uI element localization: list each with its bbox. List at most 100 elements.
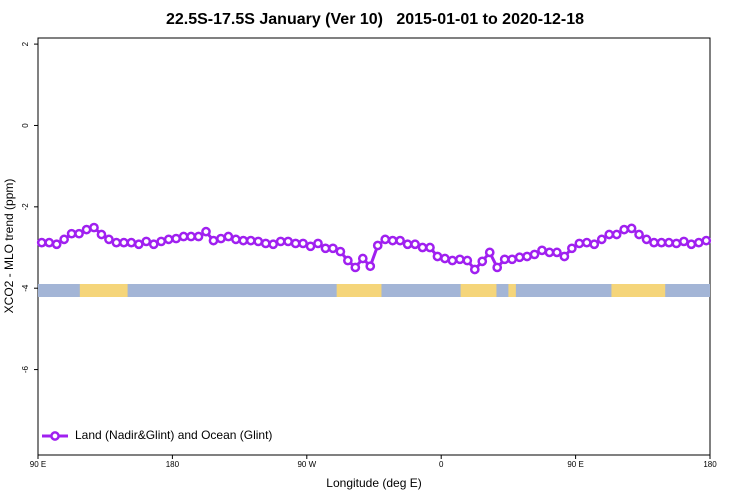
data-point bbox=[335, 246, 346, 257]
land-band bbox=[611, 284, 666, 297]
data-point bbox=[372, 240, 383, 251]
data-point bbox=[626, 223, 637, 234]
data-point bbox=[589, 239, 600, 250]
data-point bbox=[305, 241, 316, 252]
data-point bbox=[119, 237, 129, 248]
data-point bbox=[171, 233, 181, 244]
data-point bbox=[387, 235, 398, 246]
data-point bbox=[499, 254, 510, 265]
data-point bbox=[507, 254, 517, 265]
data-point bbox=[104, 234, 114, 245]
data-point bbox=[231, 234, 241, 245]
data-point bbox=[447, 255, 458, 266]
data-point bbox=[596, 234, 607, 245]
data-point bbox=[380, 234, 391, 245]
data-point bbox=[484, 247, 495, 258]
data-point bbox=[477, 256, 488, 267]
data-point bbox=[163, 234, 174, 245]
data-point bbox=[619, 224, 629, 235]
data-point bbox=[357, 253, 368, 264]
data-point bbox=[537, 245, 547, 256]
data-point bbox=[148, 239, 159, 250]
x-tick-label: 90 W bbox=[297, 460, 316, 469]
data-point bbox=[440, 253, 450, 264]
data-point bbox=[425, 242, 435, 253]
data-point bbox=[693, 237, 704, 248]
data-point bbox=[320, 243, 331, 254]
data-point bbox=[679, 236, 689, 247]
x-tick-label: 90 E bbox=[567, 460, 583, 469]
y-axis-label: XCO2 - MLO trend (ppm) bbox=[2, 179, 16, 314]
data-point bbox=[417, 242, 428, 253]
data-point bbox=[343, 255, 353, 266]
data-point bbox=[544, 247, 555, 258]
legend-label: Land (Nadir&Glint) and Ocean (Glint) bbox=[75, 428, 272, 442]
data-point bbox=[634, 229, 644, 240]
data-point bbox=[283, 236, 293, 247]
data-point bbox=[298, 238, 308, 249]
data-point bbox=[522, 251, 532, 262]
data-point bbox=[671, 238, 682, 249]
data-point bbox=[492, 262, 503, 273]
data-point bbox=[574, 238, 585, 249]
data-point bbox=[89, 222, 99, 233]
x-tick-label: 180 bbox=[703, 460, 717, 469]
x-tick-label: 180 bbox=[166, 460, 180, 469]
y-tick-label: 0 bbox=[21, 123, 30, 128]
data-point bbox=[156, 236, 167, 247]
chart-title: 22.5S-17.5S January (Ver 10) 2015-01-01 … bbox=[166, 11, 584, 28]
data-point bbox=[51, 239, 62, 250]
data-point bbox=[36, 237, 47, 248]
data-point bbox=[559, 251, 570, 262]
data-point bbox=[245, 235, 256, 246]
x-axis-label: Longitude (deg E) bbox=[326, 476, 421, 490]
data-point bbox=[350, 262, 361, 273]
y-tick-label: -6 bbox=[21, 365, 30, 373]
y-tick-label: -4 bbox=[21, 284, 30, 292]
plot-frame bbox=[37, 37, 711, 456]
data-point bbox=[268, 239, 279, 250]
data-point bbox=[223, 231, 234, 242]
land-band bbox=[79, 284, 128, 297]
data-point bbox=[238, 235, 249, 246]
data-point bbox=[275, 236, 286, 247]
data-point bbox=[529, 249, 540, 260]
legend-marker bbox=[50, 431, 60, 441]
data-point bbox=[133, 239, 144, 250]
data-point bbox=[66, 228, 77, 239]
data-point bbox=[604, 229, 615, 240]
data-point bbox=[74, 228, 84, 239]
x-tick-label: 0 bbox=[439, 460, 444, 469]
data-point bbox=[552, 247, 562, 258]
data-point bbox=[395, 235, 405, 246]
x-tick-label: 90 E bbox=[30, 460, 46, 469]
data-point bbox=[141, 236, 152, 247]
data-point bbox=[290, 238, 301, 249]
data-point bbox=[193, 231, 204, 242]
data-point bbox=[313, 238, 323, 249]
data-point bbox=[59, 234, 69, 245]
data-point bbox=[253, 236, 264, 247]
data-point bbox=[81, 224, 92, 235]
data-point bbox=[186, 231, 196, 242]
land-band bbox=[460, 284, 497, 297]
data-point bbox=[656, 237, 667, 248]
data-point bbox=[567, 243, 577, 254]
data-point bbox=[402, 239, 413, 250]
y-tick-label: -2 bbox=[21, 203, 30, 211]
data-point bbox=[455, 254, 465, 265]
data-point bbox=[44, 237, 55, 248]
data-point bbox=[581, 237, 592, 248]
data-point bbox=[514, 252, 525, 263]
data-point bbox=[178, 231, 189, 242]
data-point bbox=[641, 234, 652, 245]
land-band bbox=[508, 284, 516, 297]
data-point bbox=[201, 226, 211, 237]
data-point bbox=[462, 255, 473, 266]
data-point bbox=[260, 238, 271, 249]
data-point bbox=[410, 239, 420, 250]
data-point bbox=[611, 229, 622, 240]
data-point bbox=[126, 237, 137, 248]
data-point bbox=[664, 237, 674, 248]
